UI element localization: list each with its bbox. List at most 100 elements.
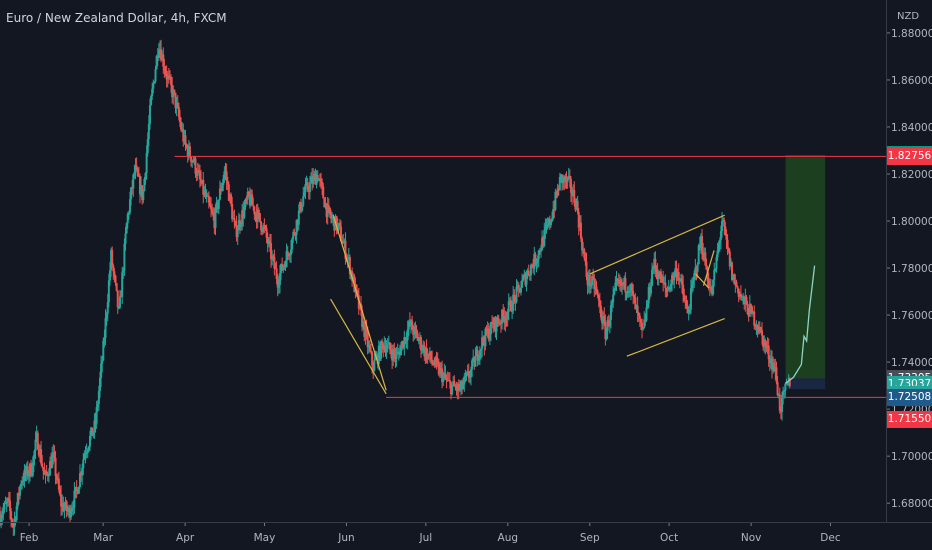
candle-body — [741, 296, 744, 298]
candle-body — [706, 269, 709, 281]
candle-body — [581, 238, 584, 251]
candle-body — [367, 345, 370, 348]
candle-body — [140, 185, 143, 195]
candle-body — [483, 342, 486, 347]
candle-body — [150, 96, 153, 106]
price-axis-border — [886, 0, 887, 522]
candle-body — [45, 471, 48, 474]
candle-body — [635, 305, 638, 310]
candle-body — [468, 376, 471, 378]
candle-body — [343, 240, 346, 243]
candle-body — [524, 273, 527, 285]
candle-body — [526, 270, 529, 277]
candle-body — [712, 279, 715, 295]
candle-body — [698, 245, 701, 248]
candle-body — [357, 295, 360, 309]
candle-body — [707, 280, 710, 288]
candle-body — [708, 287, 711, 289]
candle-body — [55, 475, 58, 481]
candle-body — [188, 146, 191, 157]
candle-body — [666, 290, 669, 292]
candle-body — [126, 213, 129, 224]
candle-body — [32, 456, 35, 473]
candle-body — [51, 455, 54, 468]
candle-body — [308, 182, 311, 192]
candle-body — [406, 329, 409, 341]
candle-body — [235, 225, 238, 238]
candle-body — [445, 378, 448, 380]
candle-body — [641, 322, 644, 330]
chart-title: Euro / New Zealand Dollar, 4h, FXCM — [6, 11, 227, 25]
candle-body — [772, 362, 775, 370]
candle-body — [478, 350, 481, 359]
candle-body — [697, 245, 700, 265]
candle-body — [111, 250, 114, 266]
candle-body — [17, 493, 20, 496]
candle-body — [722, 219, 725, 221]
candle-body — [711, 289, 714, 295]
candle-body — [615, 279, 618, 283]
candle-body — [748, 304, 751, 317]
candle-body — [44, 471, 47, 475]
candle-body — [3, 503, 6, 510]
candle-body — [444, 373, 447, 379]
candle-body — [709, 287, 712, 290]
candle-body — [754, 325, 757, 327]
candle-body — [508, 300, 511, 302]
candle-body — [285, 251, 288, 268]
candle-body — [631, 284, 634, 292]
candle-body — [143, 179, 146, 191]
candle-body — [142, 190, 145, 201]
candle-body — [246, 191, 249, 200]
candle-body — [22, 481, 25, 483]
candle-body — [40, 449, 43, 464]
candle-body — [627, 291, 630, 294]
candle-body — [438, 367, 441, 375]
candle-body — [442, 374, 445, 383]
candle-body — [593, 278, 596, 290]
candle-body — [91, 427, 94, 437]
candle-body — [768, 359, 771, 364]
candle-body — [762, 335, 765, 347]
candle-body — [181, 129, 184, 131]
candle-body — [244, 199, 247, 207]
drawn-lines — [174, 155, 886, 398]
candle-body — [236, 230, 239, 238]
candle-body — [386, 344, 389, 349]
candle-body — [50, 461, 53, 468]
candle-body — [260, 221, 263, 231]
candle-body — [566, 178, 569, 183]
candle-body — [12, 524, 15, 528]
candle-body — [218, 188, 221, 200]
candle-body — [215, 202, 218, 207]
candle-body — [622, 282, 625, 286]
candle-body — [391, 353, 394, 361]
y-tick-label-top: 1.88000 — [891, 28, 932, 40]
candle-body — [326, 205, 329, 217]
candle-body — [145, 152, 148, 174]
trend-line — [589, 214, 725, 275]
candle-body — [382, 344, 385, 350]
candle-body — [534, 253, 537, 265]
candle-body — [165, 73, 168, 80]
candle-body — [102, 340, 105, 361]
candle-body — [320, 179, 323, 182]
candle-body — [591, 276, 594, 286]
candle-body — [647, 287, 650, 304]
candle-body — [146, 139, 149, 153]
candle-body — [548, 218, 551, 226]
candle-body — [759, 326, 762, 331]
candle-body — [725, 235, 728, 240]
candle-body — [648, 287, 651, 294]
candle-body — [457, 384, 460, 391]
candle-body — [411, 320, 414, 330]
candle-body — [537, 250, 540, 260]
y-tick-label: 1.70000 — [891, 451, 932, 463]
candle-body — [275, 268, 278, 280]
candle-body — [551, 218, 554, 222]
candle-body — [473, 357, 476, 367]
candle-body — [290, 249, 293, 255]
candle-body — [632, 291, 635, 295]
candle-body — [586, 276, 589, 286]
